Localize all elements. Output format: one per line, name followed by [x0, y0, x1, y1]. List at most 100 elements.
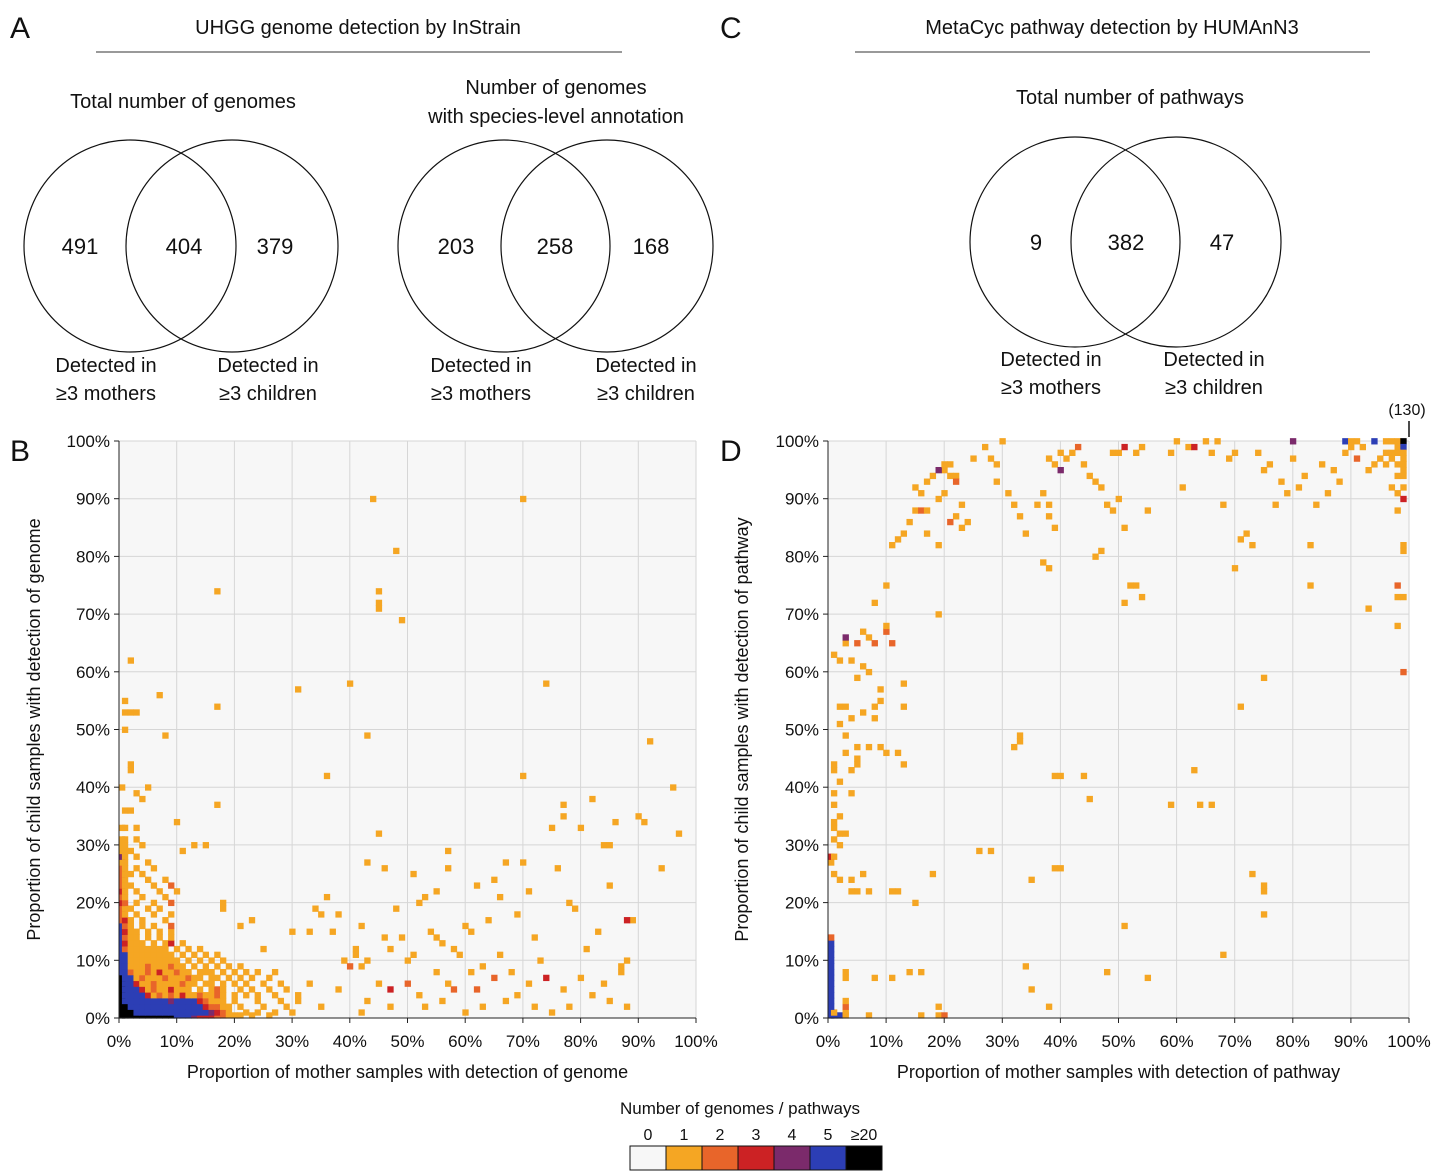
- x-tick-label: 30%: [985, 1032, 1019, 1051]
- venn-c-children-circle: [1070, 136, 1282, 348]
- heatmap-cell: [606, 997, 613, 1005]
- heatmap-cell: [179, 951, 186, 958]
- heatmap-cell: [127, 963, 134, 970]
- x-tick-label: 10%: [869, 1032, 903, 1051]
- x-tick-label: 60%: [448, 1032, 482, 1051]
- heatmap-cell: [1394, 490, 1401, 497]
- heatmap-cell: [254, 992, 261, 999]
- legend-swatch: [629, 1145, 667, 1171]
- heatmap-cell: [1400, 438, 1407, 445]
- heatmap-cell: [139, 986, 146, 993]
- heatmap-cell: [150, 1009, 158, 1016]
- heatmap-cell: [144, 859, 152, 866]
- heatmap-cell: [162, 974, 169, 982]
- heatmap-cell: [133, 945, 140, 953]
- heatmap-cell: [1243, 530, 1250, 537]
- heatmap-cell: [133, 934, 140, 941]
- heatmap-cell: [346, 680, 354, 687]
- y-tick-label: 60%: [785, 663, 819, 682]
- heatmap-cell: [854, 674, 861, 682]
- heatmap-cell: [433, 968, 440, 976]
- heatmap-cell: [289, 1009, 296, 1016]
- heatmap-cell: [139, 842, 146, 849]
- heatmap-cell: [439, 997, 446, 1005]
- heatmap-cell: [231, 980, 238, 987]
- x-tick-label: 50%: [390, 1032, 424, 1051]
- heatmap-cell: [1115, 495, 1122, 503]
- heatmap-cell: [375, 830, 383, 837]
- heatmap-cell: [859, 870, 867, 878]
- heatmap-cell: [162, 917, 169, 924]
- heatmap-cell: [877, 743, 884, 751]
- heatmap-cell: [842, 732, 849, 739]
- heatmap-cell: [231, 968, 238, 976]
- heatmap-cell: [341, 957, 348, 964]
- heatmap-cell: [828, 859, 835, 866]
- heatmap-cell: [577, 974, 585, 982]
- heatmap-cell: [1011, 743, 1018, 751]
- heatmap-cell: [1260, 911, 1268, 918]
- heatmap-cell: [156, 1009, 163, 1016]
- y-tick-label: 30%: [76, 836, 110, 855]
- heatmap-cell: [208, 980, 215, 987]
- heatmap-cell: [139, 963, 146, 970]
- heatmap-cell: [941, 1012, 948, 1019]
- venn-a1-right-label-2: ≥3 children: [219, 383, 317, 405]
- heatmap-cell: [220, 899, 227, 907]
- heatmap-cell: [196, 986, 204, 993]
- heatmap-cell: [842, 997, 849, 1005]
- heatmap-cell: [150, 951, 158, 958]
- heatmap-cell: [1394, 438, 1401, 445]
- heatmap-cell: [842, 974, 849, 982]
- heatmap-cell: [935, 1003, 942, 1010]
- heatmap-cell: [121, 859, 129, 866]
- heatmap-cell: [473, 882, 481, 889]
- heatmap-cell: [139, 1003, 146, 1010]
- heatmap-cell: [548, 1009, 556, 1016]
- heatmap-cell: [185, 957, 192, 964]
- heatmap-cell: [133, 968, 140, 976]
- heatmap-cell: [1173, 438, 1181, 445]
- heatmap-cell: [196, 945, 204, 953]
- heatmap-cell: [168, 1003, 175, 1010]
- heatmap-cell: [1284, 490, 1291, 497]
- heatmap-cell: [127, 847, 134, 855]
- heatmap-cell: [537, 957, 544, 964]
- heatmap-cell: [202, 968, 210, 976]
- x-tick-label: 70%: [506, 1032, 540, 1051]
- venn-a1-right-count: 379: [257, 234, 294, 259]
- venn-a1-mothers-circle: [23, 139, 237, 353]
- heatmap-cell: [1278, 478, 1285, 485]
- heatmap-cell: [1220, 501, 1227, 508]
- heatmap-cell: [127, 945, 134, 953]
- heatmap-cell: [1104, 501, 1111, 508]
- heatmap-cell: [179, 1009, 186, 1016]
- heatmap-cell: [502, 997, 510, 1005]
- heatmap-cell: [836, 813, 844, 820]
- heatmap-cell: [139, 795, 146, 803]
- heatmap-cell: [150, 945, 158, 953]
- heatmap-cell: [941, 466, 948, 474]
- heatmap-cell: [208, 992, 215, 999]
- heatmap-cell: [168, 928, 175, 935]
- heatmap-cell: [1260, 882, 1268, 889]
- heatmap-cell: [1260, 466, 1268, 474]
- heatmap-cell: [121, 997, 129, 1005]
- heatmap-cell: [1167, 801, 1175, 808]
- heatmap-cell: [854, 640, 861, 647]
- heatmap-cell: [828, 986, 835, 993]
- heatmap-cell: [445, 980, 452, 987]
- heatmap-cell: [1377, 455, 1384, 462]
- heatmap-cell: [162, 997, 169, 1005]
- heatmap-cell: [370, 495, 377, 503]
- heatmap-cell: [185, 945, 192, 953]
- heatmap-cell: [525, 980, 533, 987]
- heatmap-cell: [912, 507, 919, 514]
- venn-c-right-count: 47: [1210, 230, 1234, 255]
- heatmap-cell: [1365, 466, 1372, 474]
- heatmap-cell: [1394, 593, 1401, 601]
- heatmap-cell: [1045, 455, 1053, 462]
- x-tick-label: 0%: [107, 1032, 132, 1051]
- heatmap-cell: [127, 986, 134, 993]
- heatmap-cell: [139, 870, 146, 878]
